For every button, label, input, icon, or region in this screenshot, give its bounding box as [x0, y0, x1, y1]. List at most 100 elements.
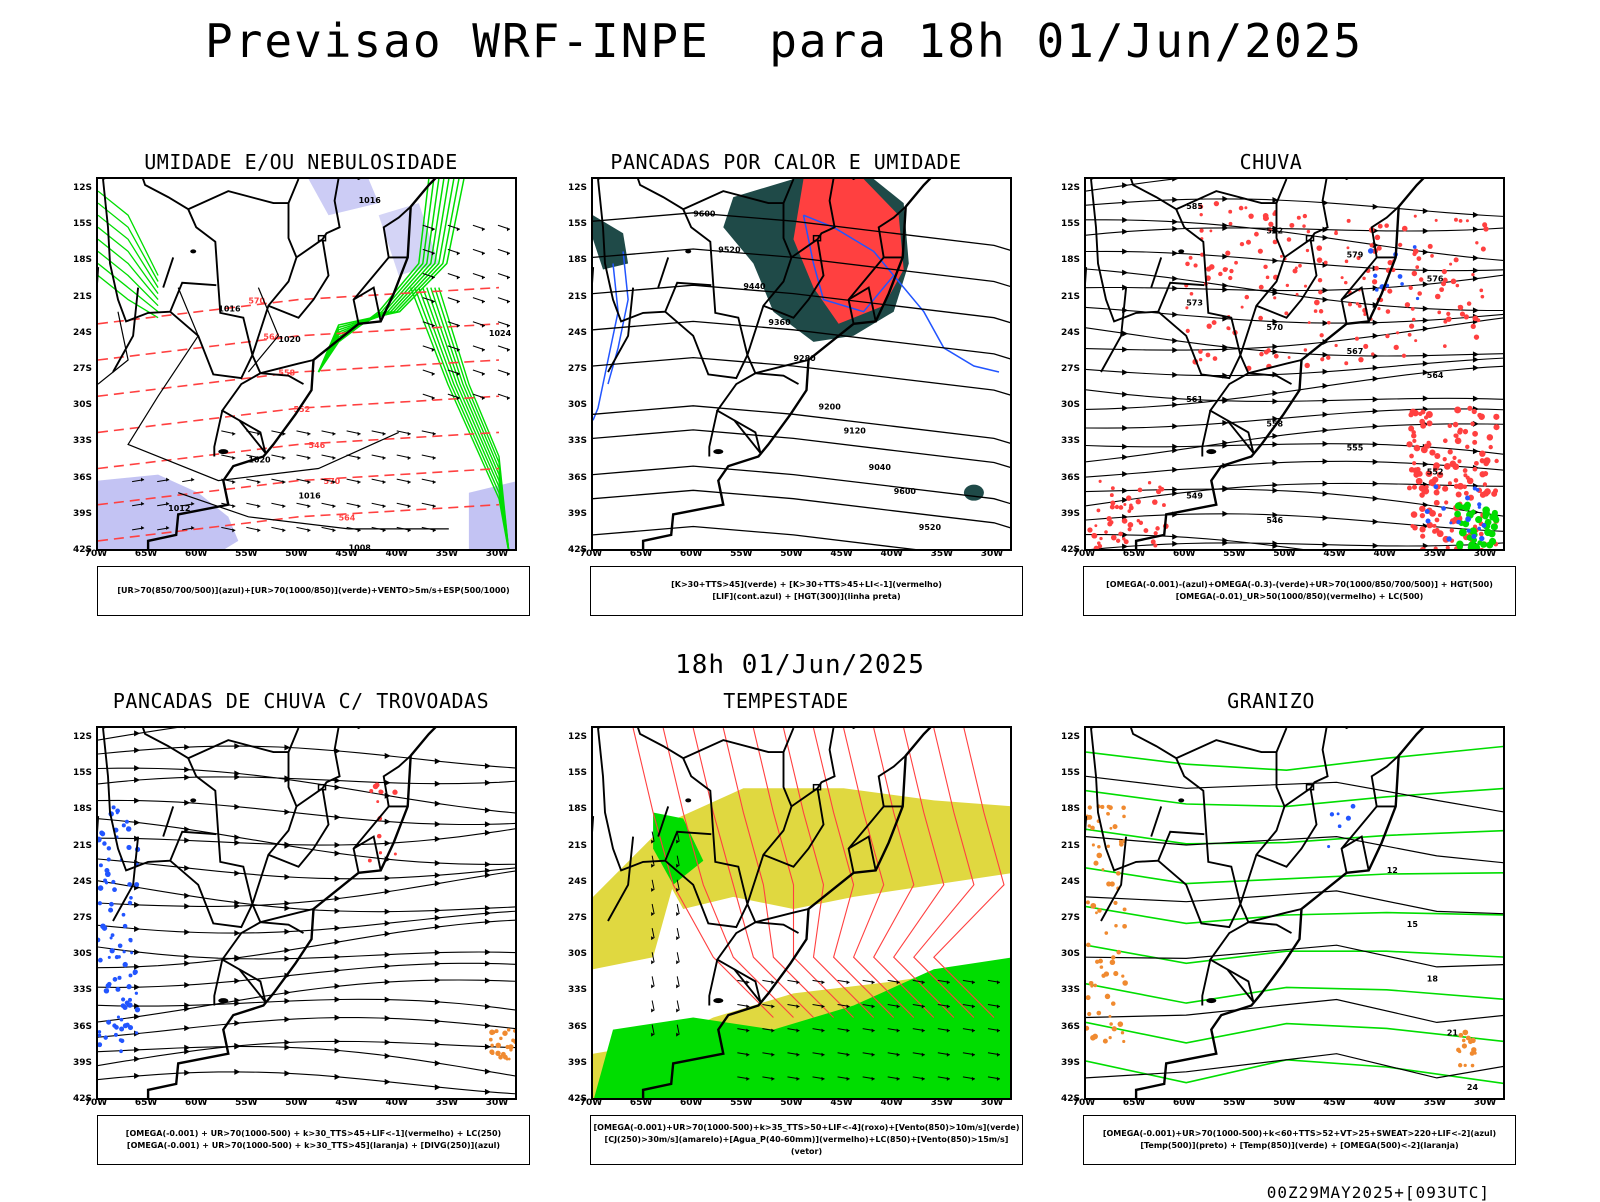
legend-4: [OMEGA(-0.001) + UR>70(1000-500) + k>30_… — [97, 1115, 530, 1165]
contour-label: 570 — [1266, 323, 1283, 332]
lon-tick-label: 45W — [335, 549, 358, 559]
lon-tick-label: 65W — [134, 1098, 158, 1108]
lat-tick-label: 27S — [1060, 364, 1080, 375]
lat-tick-label: 21S — [72, 291, 92, 302]
lon-tick-label: 50W — [780, 549, 803, 559]
lat-tick-label: 42S — [72, 1094, 92, 1104]
lat-tick-label: 36S — [72, 1021, 92, 1032]
lon-tick-label: 55W — [730, 1098, 753, 1108]
lon-tick-label: 50W — [1273, 549, 1296, 559]
lon-tick-label: 30W — [1473, 549, 1497, 559]
lat-tick-label: 27S — [567, 913, 587, 924]
map-canvas — [593, 728, 1010, 1098]
lon-tick-label: 70W — [84, 1098, 108, 1108]
lat-tick-label: 15S — [1060, 768, 1080, 779]
contour-label: 9360 — [768, 318, 791, 327]
lon-tick-label: 45W — [1323, 1098, 1346, 1108]
contour-label: 1024 — [489, 329, 512, 338]
main-title-text: Previsao WRF-INPE para 18h 01/Jun/2025 — [205, 14, 1364, 68]
contour-label: 9200 — [819, 402, 842, 411]
lat-tick-label: 33S — [72, 436, 92, 447]
legend-4-line-1: [OMEGA(-0.001) + UR>70(1000-500) + k>30_… — [125, 1129, 502, 1138]
lon-tick-label: 40W — [1373, 549, 1396, 559]
lat-tick-label: 33S — [567, 985, 587, 996]
panel-title-2: PANCADAS POR CALOR E UMIDADE — [610, 150, 962, 174]
legend-6-line-1: [OMEGA(-0.001)+UR>70(1000-500)+k<60+TTS>… — [1102, 1129, 1497, 1138]
lat-tick-label: 39S — [72, 508, 92, 519]
contour-label: 573 — [1186, 299, 1203, 308]
legend-5-line-2: [CJ(250)>30m/s](amarelo)+[Agua_P(40-60mm… — [604, 1135, 1009, 1156]
legend-3-line-1: [OMEGA(-0.001)-(azul)+OMEGA(-0.3)-(verde… — [1106, 580, 1493, 589]
lon-tick-label: 65W — [629, 549, 653, 559]
contour-label: 1016 — [298, 492, 321, 501]
lon-tick-label: 50W — [285, 1098, 308, 1108]
legend-3-line-2: [OMEGA(-0.01)_UR>50(1000/850)(vermelho) … — [1175, 592, 1424, 601]
lon-tick-label: 40W — [385, 1098, 408, 1108]
lon-tick-label: 45W — [830, 1098, 853, 1108]
legend-5: [OMEGA(-0.001)+UR>70(1000-500)+k>35_TTS>… — [590, 1115, 1023, 1165]
lat-tick-label: 36S — [567, 1021, 587, 1032]
lon-tick-label: 55W — [1223, 549, 1246, 559]
lat-tick-label: 12S — [567, 732, 587, 743]
lat-tick-label: 21S — [567, 291, 587, 302]
contour-label: 567 — [1347, 347, 1364, 356]
contour-label: 9280 — [793, 354, 816, 363]
lat-tick-label: 42S — [567, 545, 587, 555]
lat-tick-label: 33S — [1060, 436, 1080, 447]
contour-label: 1020 — [248, 456, 271, 465]
lat-tick-label: 39S — [1060, 508, 1080, 519]
lat-tick-label: 30S — [567, 400, 587, 411]
contour-label: 564 — [263, 332, 280, 341]
map-chuva: 585 582 579 576 573 570 567 564 561 558 555 552 549 5… — [1084, 177, 1505, 551]
map-tempestade — [591, 726, 1012, 1100]
lat-tick-label: 30S — [567, 949, 587, 960]
lon-tick-label: 65W — [1122, 549, 1146, 559]
lat-tick-label: 21S — [1060, 840, 1080, 851]
lon-tick-label: 40W — [880, 1098, 903, 1108]
lat-tick-label: 36S — [72, 472, 92, 483]
lon-tick-label: 60W — [680, 1098, 703, 1108]
contour-label: 576 — [1427, 275, 1444, 284]
lat-tick-label: 12S — [72, 183, 92, 194]
lat-tick-label: 30S — [72, 949, 92, 960]
lat-tick-label: 18S — [1060, 804, 1080, 815]
lon-tick-label: 60W — [1173, 549, 1196, 559]
lon-tick-label: 35W — [1423, 549, 1447, 559]
lat-tick-label: 18S — [567, 804, 587, 815]
lat-tick-label: 30S — [1060, 400, 1080, 411]
lat-tick-label: 39S — [567, 508, 587, 519]
lon-tick-label: 45W — [335, 1098, 358, 1108]
legend-3: [OMEGA(-0.001)-(azul)+OMEGA(-0.3)-(verde… — [1083, 566, 1516, 616]
contour-label: 15 — [1407, 920, 1419, 929]
lon-tick-label: 70W — [1072, 1098, 1096, 1108]
lat-tick-label: 24S — [72, 876, 92, 887]
legend-1: [UR>70(850/700/500)](azul)+[UR>70(1000/8… — [97, 566, 530, 616]
lat-tick-label: 39S — [72, 1057, 92, 1068]
lon-tick-label: 60W — [185, 549, 208, 559]
lat-tick-label: 18S — [72, 804, 92, 815]
lon-tick-label: 55W — [235, 1098, 258, 1108]
contour-label: 564 — [339, 513, 356, 522]
lat-tick-label: 24S — [567, 327, 587, 338]
contour-label: 561 — [1186, 395, 1203, 404]
contour-label: 21 — [1447, 1029, 1459, 1038]
lat-tick-label: 36S — [1060, 472, 1080, 483]
contour-label: 552 — [1427, 468, 1444, 477]
lat-tick-label: 18S — [567, 255, 587, 266]
lat-tick-label: 21S — [567, 840, 587, 851]
lat-tick-label: 15S — [1060, 219, 1080, 230]
contour-label: 12 — [1387, 866, 1398, 875]
lon-tick-label: 70W — [579, 549, 603, 559]
lon-tick-label: 35W — [435, 549, 459, 559]
lon-tick-label: 40W — [880, 549, 903, 559]
lat-tick-label: 33S — [567, 436, 587, 447]
lon-tick-label: 35W — [435, 1098, 459, 1108]
contour-label: 570 — [248, 296, 265, 305]
contour-label: 549 — [1186, 492, 1203, 501]
map-pancadas-calor: 9600 9520 9440 9360 9280 9200 9120 9040 9600 9520 — [591, 177, 1012, 551]
lat-tick-label: 36S — [567, 472, 587, 483]
panel-title-4: PANCADAS DE CHUVA C/ TROVOADAS — [112, 689, 490, 713]
lon-tick-label: 50W — [285, 549, 308, 559]
map-canvas: 585 582 579 576 573 570 567 564 561 558 555 552 549 5… — [1086, 179, 1503, 549]
contour-label: 24 — [1467, 1083, 1479, 1092]
